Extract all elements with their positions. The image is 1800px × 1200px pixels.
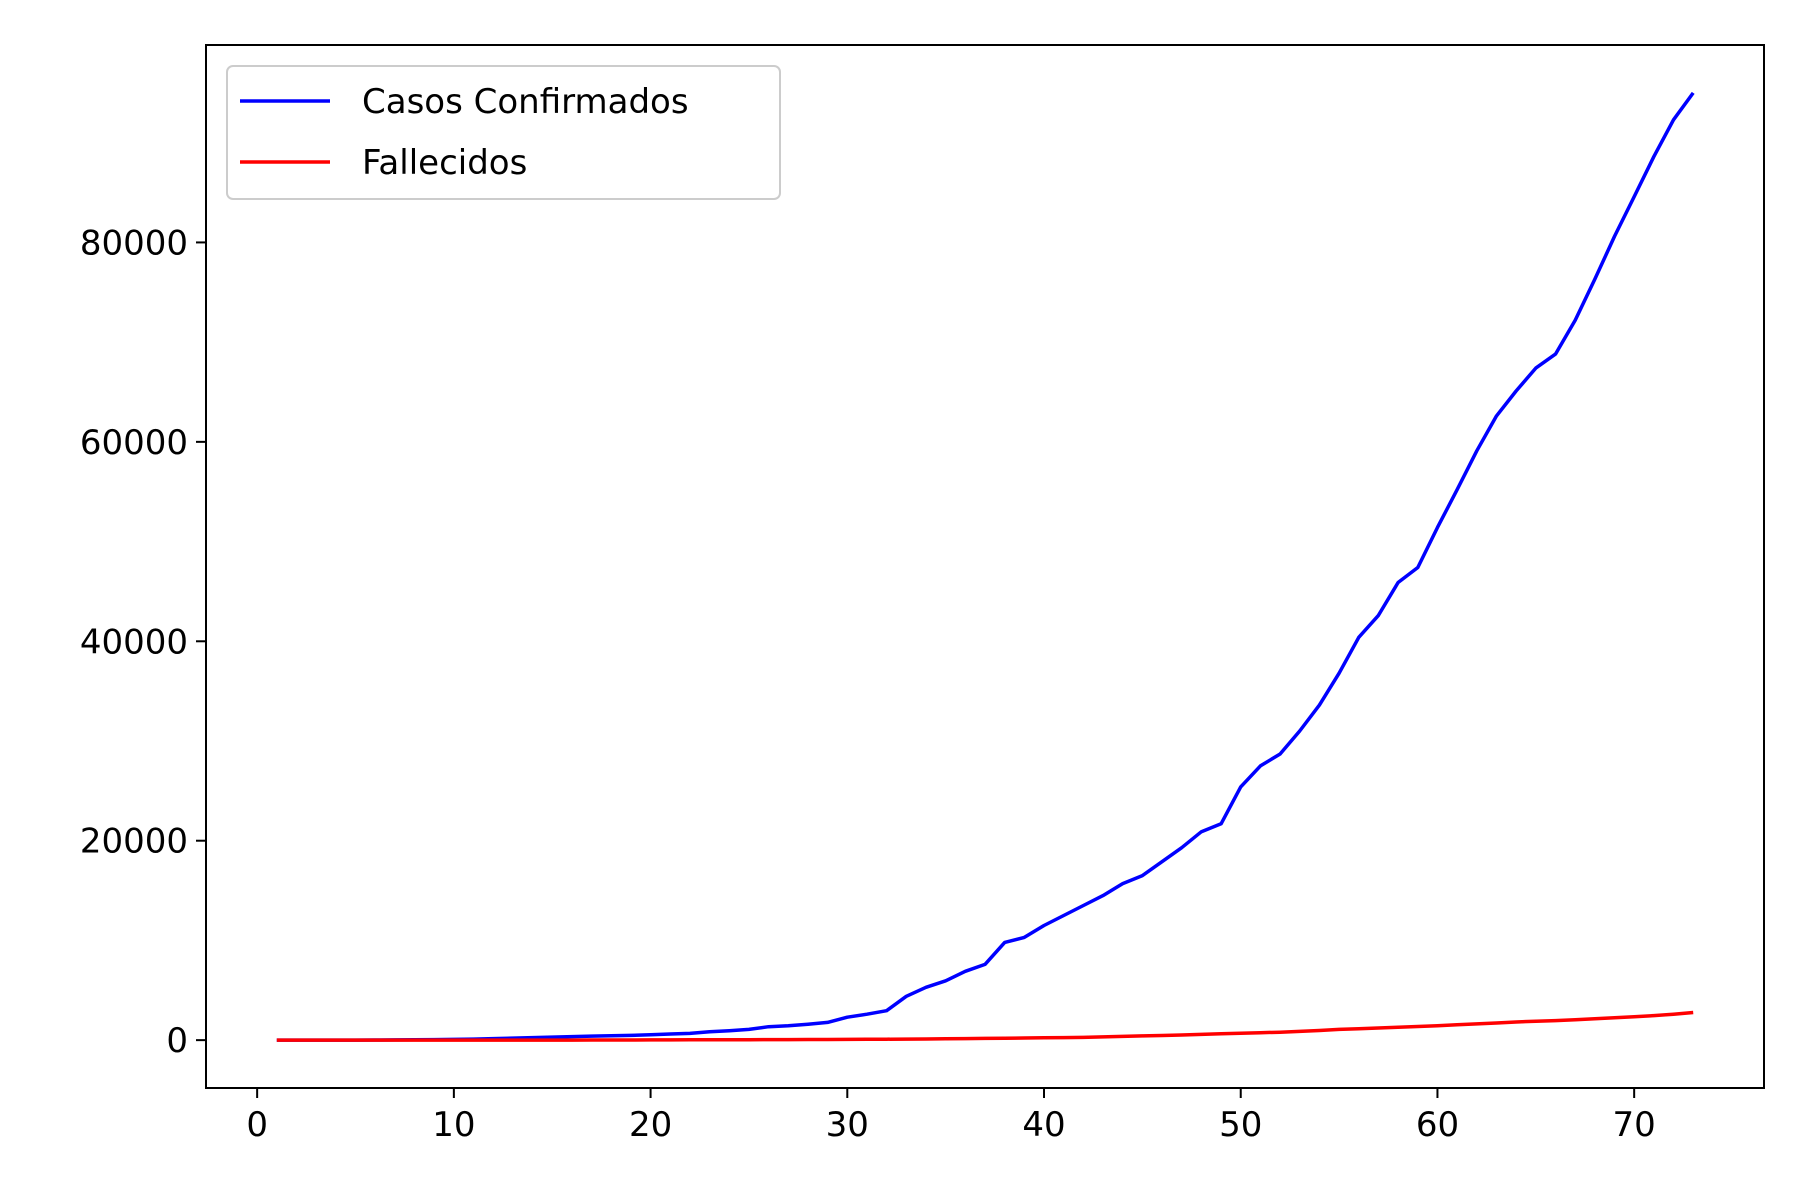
x-tick-label: 50 (1219, 1105, 1262, 1145)
series-line-1 (276, 1010, 1694, 1042)
y-tick-label: 60000 (80, 423, 188, 463)
legend: Casos Confirmados Fallecidos (226, 65, 781, 200)
series-line-0 (276, 91, 1695, 1042)
legend-box (226, 65, 781, 200)
x-tick-label: 0 (246, 1105, 268, 1145)
y-tick-label: 80000 (80, 223, 188, 263)
plot-lines (276, 91, 1695, 1042)
plot-frame (205, 44, 1765, 1089)
y-axis: 0 20000 40000 60000 80000 (80, 223, 206, 1061)
x-tick-label: 20 (629, 1105, 672, 1145)
y-tick-label: 20000 (80, 822, 188, 862)
y-tick-label: 0 (166, 1021, 188, 1061)
x-axis: 0 10 20 30 40 50 60 70 (246, 1088, 1656, 1145)
x-tick-label: 40 (1022, 1105, 1065, 1145)
legend-label-1: Fallecidos (362, 143, 527, 183)
x-tick-label: 70 (1613, 1105, 1656, 1145)
legend-label-0: Casos Confirmados (362, 82, 689, 122)
x-tick-label: 60 (1416, 1105, 1459, 1145)
x-tick-label: 10 (432, 1105, 475, 1145)
y-tick-label: 40000 (80, 622, 188, 662)
x-tick-label: 30 (826, 1105, 869, 1145)
